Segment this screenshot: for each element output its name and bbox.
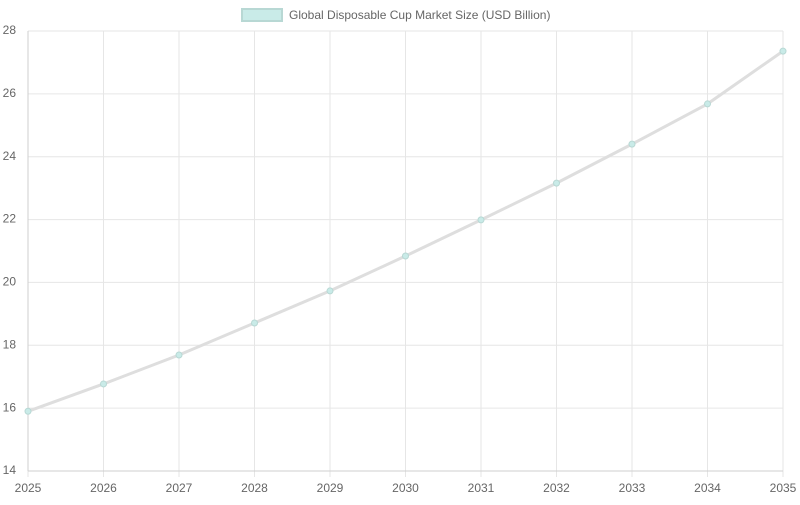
y-tick-label: 24	[3, 149, 17, 163]
point	[251, 319, 258, 327]
y-tick-label: 28	[3, 23, 17, 37]
y-tick-label: 22	[3, 212, 17, 226]
point	[100, 380, 107, 388]
point	[477, 216, 485, 224]
x-tick-label: 2027	[166, 481, 193, 495]
x-tick-label: 2033	[619, 481, 646, 495]
y-tick-label: 20	[3, 275, 17, 289]
x-tick-label: 2031	[468, 481, 495, 495]
point	[402, 252, 409, 260]
legend-label: Global Disposable Cup Market Size (USD B…	[289, 8, 550, 22]
legend-swatch	[241, 8, 283, 22]
point	[175, 351, 183, 359]
point	[779, 47, 787, 55]
y-tick-label: 16	[3, 400, 17, 414]
point	[326, 287, 334, 295]
x-tick-label: 2032	[543, 481, 570, 495]
x-tick-label: 2028	[241, 481, 268, 495]
x-tick-label: 2029	[317, 481, 344, 495]
y-tick-label: 26	[3, 86, 17, 100]
x-tick-label: 2035	[770, 481, 797, 495]
x-tick-label: 2034	[694, 481, 721, 495]
point	[628, 140, 636, 148]
point	[553, 179, 560, 187]
y-tick-label: 14	[3, 463, 17, 477]
x-tick-label: 2026	[90, 481, 117, 495]
point	[24, 407, 32, 415]
y-tick-label: 18	[3, 337, 17, 351]
x-tick-label: 2025	[15, 481, 42, 495]
point	[704, 100, 711, 108]
x-tick-label: 2030	[392, 481, 419, 495]
